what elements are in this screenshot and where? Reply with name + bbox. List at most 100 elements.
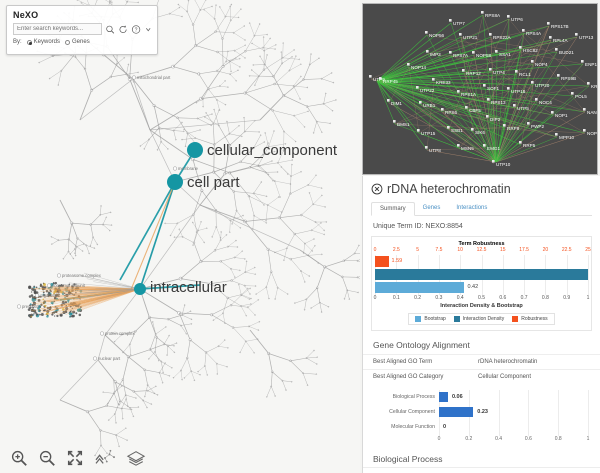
gene-node[interactable]: [492, 160, 495, 163]
zoom-out-icon[interactable]: [38, 449, 56, 467]
tree-node[interactable]: [34, 293, 40, 298]
gene-node[interactable]: [432, 78, 435, 81]
gene-node[interactable]: [425, 31, 428, 34]
gene-node[interactable]: [535, 98, 538, 101]
gene-node[interactable]: [457, 90, 460, 93]
close-circle-icon[interactable]: [371, 183, 383, 195]
tree-node[interactable]: [131, 75, 137, 80]
gene-node[interactable]: [417, 129, 420, 132]
gene-node[interactable]: [547, 22, 550, 25]
gene-node[interactable]: [471, 128, 474, 131]
gene-node[interactable]: [459, 33, 462, 36]
term-detail-panel[interactable]: rDNA heterochromatin Summary Genes Inter…: [362, 176, 600, 473]
gene-node[interactable]: [487, 98, 490, 101]
gene-node[interactable]: [549, 36, 552, 39]
gene-label: HSC82: [523, 48, 538, 53]
gene-node[interactable]: [522, 29, 525, 32]
gene-node[interactable]: [447, 126, 450, 129]
tab-genes[interactable]: Genes: [422, 205, 441, 211]
detail-tabs[interactable]: Summary Genes Interactions: [371, 202, 592, 216]
gene-node[interactable]: [531, 60, 534, 63]
gene-node[interactable]: [583, 129, 586, 132]
gene-node[interactable]: [419, 101, 422, 104]
gene-node[interactable]: [507, 15, 510, 18]
gene-node[interactable]: [575, 33, 578, 36]
gene-node[interactable]: [425, 146, 428, 149]
gene-node[interactable]: [581, 60, 584, 63]
gene-node[interactable]: [472, 51, 475, 54]
gene-network-panel[interactable]: UTP9 UTP7 RPS8A UTP6 RPS17B NOP56 UTP21 RPS22A R…: [362, 3, 598, 175]
search-icon[interactable]: [105, 24, 115, 35]
gene-node[interactable]: [379, 77, 382, 80]
gene-node[interactable]: [441, 108, 444, 111]
gene-node[interactable]: [555, 133, 558, 136]
tab-interactions[interactable]: Interactions: [456, 205, 488, 211]
gene-node[interactable]: [387, 99, 390, 102]
go-term-value: rDNA heterochromatin: [478, 359, 538, 365]
gene-node[interactable]: [449, 51, 452, 54]
gene-node[interactable]: [393, 120, 396, 123]
gene-node[interactable]: [465, 106, 468, 109]
help-icon[interactable]: ?: [131, 24, 141, 35]
gene-node[interactable]: [407, 63, 410, 66]
gene-node[interactable]: [531, 81, 534, 84]
gene-node[interactable]: [587, 82, 590, 85]
gene-node[interactable]: [416, 86, 419, 89]
axis-tick: 2.5: [392, 247, 400, 253]
tree-node[interactable]: [56, 273, 62, 278]
gene-node[interactable]: [557, 74, 560, 77]
tab-summary[interactable]: Summary: [371, 202, 415, 216]
go-category-label: Molecular Function: [391, 424, 435, 430]
gene-label: NAN1: [587, 110, 598, 115]
tree-node-highlighted[interactable]: [167, 174, 183, 190]
tree-node[interactable]: [46, 283, 52, 288]
gene-node[interactable]: [462, 69, 465, 72]
search-input[interactable]: [13, 23, 103, 35]
gene-node[interactable]: [551, 111, 554, 114]
radio-genes[interactable]: [65, 39, 71, 45]
gene-node[interactable]: [489, 68, 492, 71]
radio-keywords[interactable]: [26, 39, 32, 45]
gene-node[interactable]: [483, 84, 486, 87]
tree-node[interactable]: [172, 166, 178, 171]
legend-swatch: [512, 316, 519, 322]
chevron-down-icon[interactable]: [145, 24, 151, 35]
zoom-in-icon[interactable]: [10, 449, 28, 467]
gene-node[interactable]: [513, 104, 516, 107]
gene-node[interactable]: [519, 141, 522, 144]
gene-label: MPP10: [559, 135, 575, 140]
gene-label: NOP14: [411, 65, 427, 70]
gene-node[interactable]: [369, 75, 372, 78]
tree-node[interactable]: [92, 356, 98, 361]
gene-node[interactable]: [507, 87, 510, 90]
gene-node[interactable]: [527, 122, 530, 125]
gene-node[interactable]: [483, 144, 486, 147]
gene-node[interactable]: [503, 124, 506, 127]
search-panel[interactable]: NeXO ? By: Keywords Genes: [6, 5, 158, 55]
refresh-icon[interactable]: [118, 24, 128, 35]
gene-node[interactable]: [495, 50, 498, 53]
gene-node[interactable]: [457, 144, 460, 147]
gene-node[interactable]: [519, 46, 522, 49]
tree-node[interactable]: [99, 331, 105, 336]
gene-node[interactable]: [515, 70, 518, 73]
gene-node[interactable]: [489, 33, 492, 36]
tree-toolbar[interactable]: [0, 443, 360, 473]
collapse-icon[interactable]: [94, 449, 116, 467]
gene-node[interactable]: [449, 19, 452, 22]
fit-content-icon[interactable]: [66, 449, 84, 467]
gene-node[interactable]: [583, 108, 586, 111]
gene-network-graph[interactable]: UTP9 UTP7 RPS8A UTP6 RPS17B NOP56 UTP21 RPS22A R…: [363, 4, 598, 175]
tree-visualization-panel[interactable]: cellular_component cell part intracellular…: [0, 0, 360, 473]
tree-node-highlighted[interactable]: [134, 283, 146, 295]
gene-node[interactable]: [571, 92, 574, 95]
gene-node[interactable]: [486, 115, 489, 118]
gene-node[interactable]: [481, 11, 484, 14]
search-by-row[interactable]: By: Keywords Genes: [13, 39, 151, 45]
tree-node[interactable]: [16, 304, 22, 309]
gene-node[interactable]: [426, 50, 429, 53]
gene-node[interactable]: [555, 48, 558, 51]
layers-icon[interactable]: [126, 449, 146, 467]
tree-node-highlighted[interactable]: [187, 142, 203, 158]
